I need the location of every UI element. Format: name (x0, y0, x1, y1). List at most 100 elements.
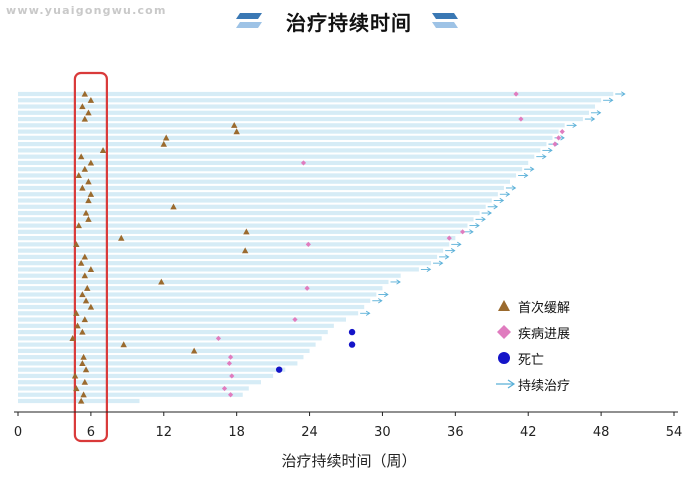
remission-marker (82, 209, 90, 216)
remission-marker (75, 222, 82, 229)
remission-marker (79, 291, 86, 298)
remission-marker (118, 234, 125, 241)
remission-marker (84, 284, 91, 291)
remission-marker (81, 165, 89, 172)
legend-label-progression: 疾病进展 (518, 327, 571, 342)
remission-marker (85, 178, 92, 185)
highlight-layer (73, 71, 108, 443)
remission-marker (231, 122, 238, 128)
patient-bar (18, 304, 365, 310)
x-tick-label: 12 (156, 425, 173, 440)
patient-bar (18, 355, 304, 360)
patient-bar (18, 91, 614, 97)
x-axis: 0 6 12 18 24 30 36 42 48 54 (14, 411, 682, 440)
x-tick-label: 6 (87, 425, 95, 440)
progression-marker (555, 135, 562, 141)
patient-bar (18, 279, 389, 285)
progression-marker (446, 235, 452, 241)
patient-bar (18, 154, 535, 159)
patient-bar (18, 367, 286, 372)
patient-bar (18, 179, 510, 184)
patient-bar (18, 361, 298, 366)
patient-bar (18, 223, 468, 228)
x-tick-label: 18 (228, 425, 245, 440)
ongoing-arrow (445, 248, 456, 254)
patient-bar (18, 148, 541, 153)
remission-marker (71, 372, 79, 379)
watermark-text: www.yuaigongwu.com (6, 4, 167, 17)
progression-marker (300, 160, 307, 166)
patient-bar (18, 311, 359, 316)
patient-bar (18, 380, 261, 385)
remission-marker (81, 272, 89, 279)
remission-marker (243, 228, 250, 235)
patient-bar (18, 317, 346, 322)
ongoing-arrow (378, 291, 389, 298)
remission-marker (69, 335, 76, 341)
remission-marker (81, 253, 89, 260)
ongoing-arrow (451, 241, 462, 247)
patient-bar (18, 173, 517, 178)
patient-bar (18, 210, 480, 216)
remission-marker (82, 297, 90, 304)
remission-marker (80, 391, 87, 398)
patient-bar (18, 248, 444, 253)
death-marker (275, 366, 283, 373)
x-tick-label: 24 (301, 425, 318, 440)
highlight-box (73, 71, 108, 443)
legend-label-death: 死亡 (518, 353, 545, 368)
patient-bar (18, 160, 529, 166)
bars-layer (18, 91, 614, 404)
remission-marker (99, 147, 107, 153)
remission-marker (241, 247, 249, 254)
patient-bar (18, 167, 523, 172)
remission-marker (73, 309, 80, 316)
death-marker (348, 328, 356, 336)
patient-bar (18, 135, 553, 140)
arrow-right-icon (496, 379, 516, 389)
progression-marker (552, 141, 558, 147)
circle-icon (498, 352, 510, 364)
progression-marker (559, 128, 565, 135)
ongoing-arrow (487, 204, 499, 210)
ongoing-arrow (439, 254, 450, 260)
ongoing-arrow (420, 266, 432, 273)
patient-bar (18, 242, 450, 247)
ongoing-arrow (524, 166, 535, 172)
remission-marker (87, 96, 95, 103)
x-axis-label: 治疗持续时间（周） (281, 452, 417, 470)
remission-marker (75, 172, 82, 179)
patient-bar (18, 185, 504, 191)
markers-layer (69, 90, 626, 404)
remission-marker (87, 159, 95, 166)
ongoing-arrow (566, 122, 578, 128)
progression-marker (460, 229, 466, 235)
remission-marker (160, 140, 167, 147)
progression-marker (518, 116, 524, 122)
ongoing-arrow (505, 185, 517, 191)
ongoing-arrow (584, 116, 596, 122)
ongoing-arrow (433, 260, 444, 266)
patient-bar (18, 273, 401, 278)
remission-marker (87, 303, 95, 310)
ongoing-arrow (372, 298, 383, 304)
progression-marker (292, 316, 298, 323)
progression-marker (304, 285, 310, 291)
title-decoration-left-icon (236, 13, 262, 28)
legend-label-ongoing: 持续治疗 (518, 379, 571, 394)
remission-marker (85, 197, 92, 204)
x-tick-label: 42 (520, 425, 537, 440)
patient-bar (18, 123, 565, 128)
patient-bar (18, 267, 419, 272)
x-tick-label: 48 (593, 425, 610, 440)
ongoing-arrow (360, 310, 371, 316)
remission-marker (120, 341, 127, 348)
remission-marker (82, 366, 90, 373)
x-tick-label: 0 (14, 425, 22, 440)
ongoing-arrow (469, 222, 480, 229)
ongoing-arrow (475, 216, 486, 222)
patient-bar (18, 236, 456, 241)
progression-marker (215, 335, 222, 341)
ongoing-arrow (603, 97, 614, 103)
